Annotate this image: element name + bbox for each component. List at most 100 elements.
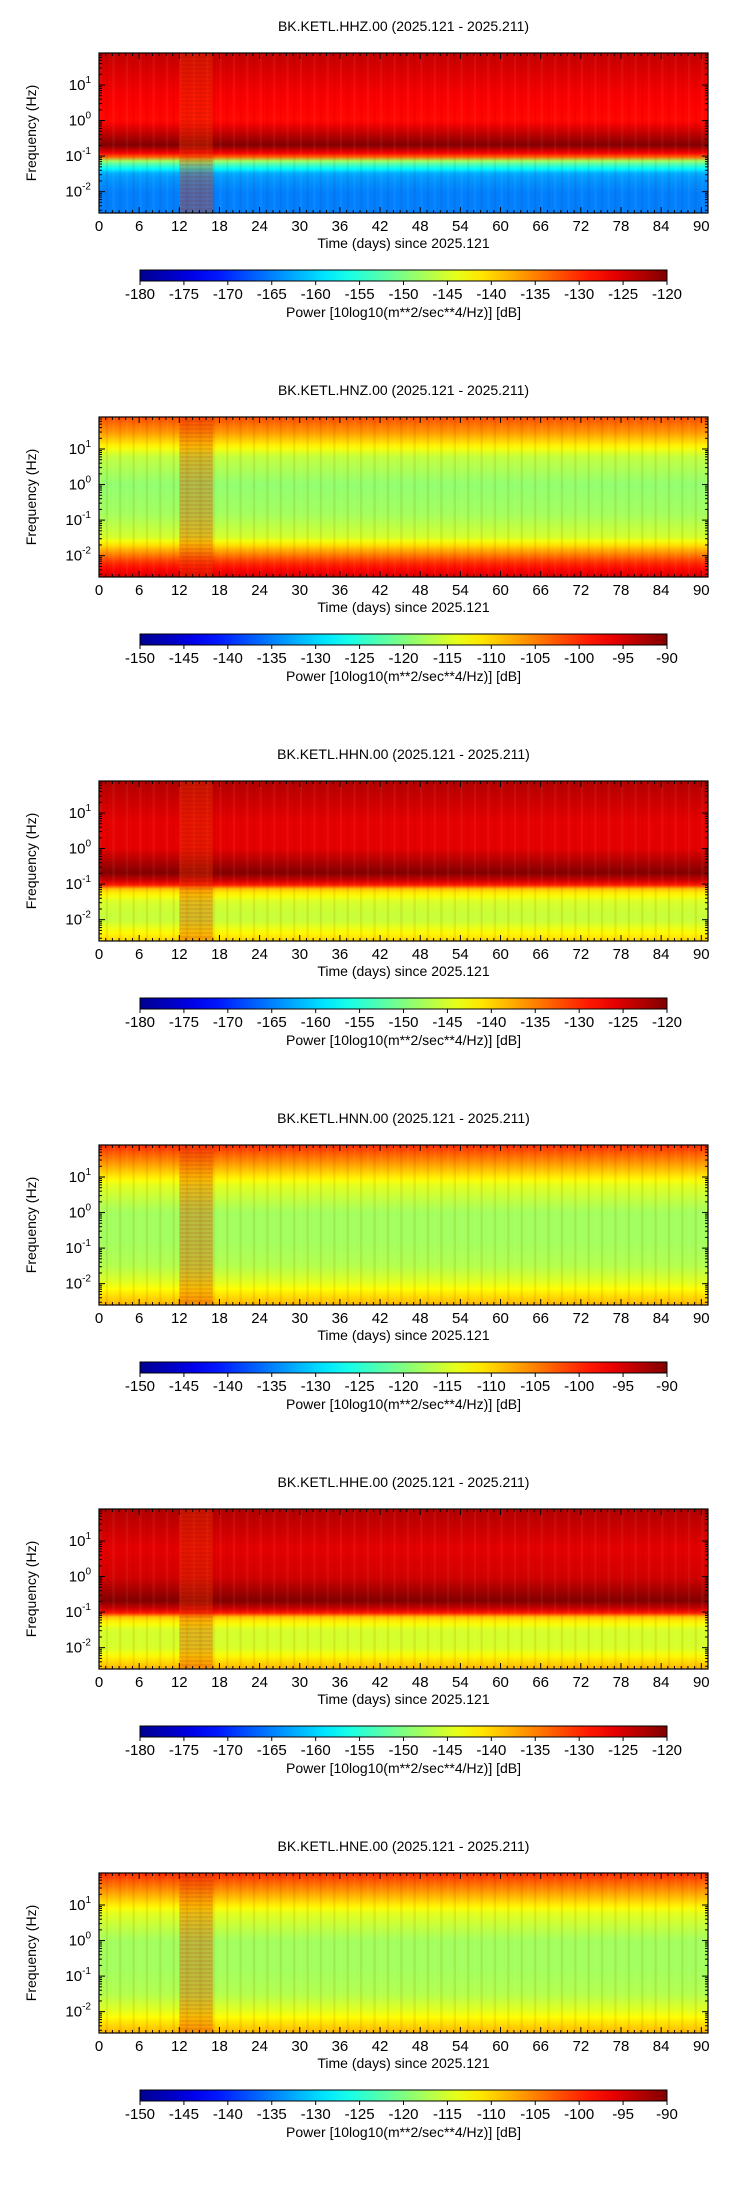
day-stripe [547, 1873, 550, 2033]
day-stripe [226, 53, 229, 213]
day-stripe [286, 1873, 289, 2033]
day-stripe [366, 1509, 369, 1669]
colorbar-tick-label: -120 [652, 1742, 682, 1759]
day-stripe [694, 1873, 697, 2033]
day-stripe [587, 1145, 590, 1305]
day-stripe [426, 1509, 430, 1669]
day-stripe [199, 1145, 202, 1305]
x-tick-label: 48 [412, 218, 429, 235]
day-stripe [99, 1145, 102, 1305]
colorbar-tick-label: -90 [656, 2106, 678, 2123]
day-stripe [420, 417, 423, 577]
day-stripe [547, 1509, 550, 1669]
x-tick-label: 84 [653, 2038, 670, 2055]
day-stripe [654, 781, 657, 941]
day-stripe [339, 781, 343, 941]
x-tick-label: 66 [532, 218, 549, 235]
day-stripe [647, 53, 651, 213]
colorbar-tick-label: -120 [388, 650, 418, 667]
x-tick-label: 24 [251, 582, 268, 599]
x-tick-label: 54 [452, 582, 469, 599]
plot-frame [98, 1872, 709, 2034]
day-stripe [246, 1873, 249, 2033]
day-stripe [507, 53, 510, 213]
day-stripe [393, 1145, 396, 1305]
day-stripe [152, 53, 155, 213]
day-stripe [694, 53, 697, 213]
colorbar-tick-label: -175 [169, 286, 199, 303]
x-tick-label: 12 [171, 1674, 188, 1691]
day-stripe [219, 1145, 222, 1305]
day-stripe [159, 53, 162, 213]
day-stripe [467, 53, 470, 213]
day-stripe [453, 1145, 456, 1305]
day-stripe [293, 1873, 296, 2033]
day-stripe [460, 1873, 463, 2033]
day-stripe [621, 417, 624, 577]
day-stripe [319, 1145, 323, 1305]
day-stripe [326, 1873, 329, 2033]
spectrogram-image [99, 417, 708, 577]
colorbar-tick-label: -145 [432, 1742, 462, 1759]
colorbar-scale [139, 2089, 668, 2102]
x-axis-label: Time (days) since 2025.121 [317, 2055, 489, 2071]
day-stripe [641, 1509, 644, 1669]
day-stripe [687, 53, 691, 213]
x-tick-label: 18 [211, 1674, 228, 1691]
day-stripe [299, 1145, 303, 1305]
colorbar-tick-label: -150 [388, 1742, 418, 1759]
day-stripe [587, 781, 590, 941]
day-stripe [219, 53, 222, 213]
day-stripe [373, 1509, 376, 1669]
day-stripe [674, 1145, 677, 1305]
y-axis-label: Frequency (Hz) [23, 449, 39, 545]
day-stripe [386, 53, 390, 213]
day-stripe [319, 417, 323, 577]
spectrogram-texture [99, 780, 704, 941]
colorbar-tick-label: -125 [345, 1378, 375, 1395]
day-stripe [540, 781, 543, 941]
day-stripe [360, 1509, 363, 1669]
day-stripe [487, 417, 490, 577]
day-stripe [433, 781, 436, 941]
x-tick-label: 66 [532, 1310, 549, 1327]
spectrogram-panel: BK.KETL.HNZ.00 (2025.121 - 2025.211) 0 6 12… [23, 382, 710, 684]
colorbar-tick-label: -180 [125, 286, 155, 303]
day-stripe [252, 417, 256, 577]
day-stripe [393, 781, 396, 941]
day-stripe [447, 781, 450, 941]
day-stripe [306, 53, 309, 213]
x-axis-label: Time (days) since 2025.121 [317, 599, 489, 615]
x-tick-label: 90 [693, 946, 710, 963]
day-stripe [447, 417, 450, 577]
day-stripe [353, 417, 356, 577]
spectrogram-texture [99, 1508, 704, 1669]
day-stripe [360, 1145, 363, 1305]
day-stripe [112, 417, 115, 577]
day-stripe [99, 781, 102, 941]
day-stripe [192, 417, 195, 577]
day-stripe [480, 1509, 483, 1669]
day-stripe [186, 1873, 189, 2033]
day-stripe [313, 417, 316, 577]
day-stripe [252, 53, 256, 213]
day-stripe [654, 1145, 657, 1305]
x-tick-label: 18 [211, 946, 228, 963]
day-stripe [574, 417, 577, 577]
day-stripe [507, 1873, 510, 2033]
colorbar-tick-label: -180 [125, 1742, 155, 1759]
day-stripe [520, 53, 523, 213]
day-stripe [473, 1145, 477, 1305]
day-stripe [380, 1509, 383, 1669]
day-stripe [199, 1509, 202, 1669]
day-stripe [614, 781, 617, 941]
day-stripe [554, 417, 557, 577]
x-tick-label: 6 [135, 946, 143, 963]
data-gap-band [179, 1509, 213, 1669]
day-stripe [634, 1509, 637, 1669]
colorbar: -150 -145 -140 -135 -130 -125 -120 -115 -110 -105… [125, 633, 678, 684]
y-tick-label: 100 [69, 111, 92, 130]
day-stripe [279, 1145, 282, 1305]
x-tick-label: 90 [693, 218, 710, 235]
day-stripe [406, 53, 410, 213]
